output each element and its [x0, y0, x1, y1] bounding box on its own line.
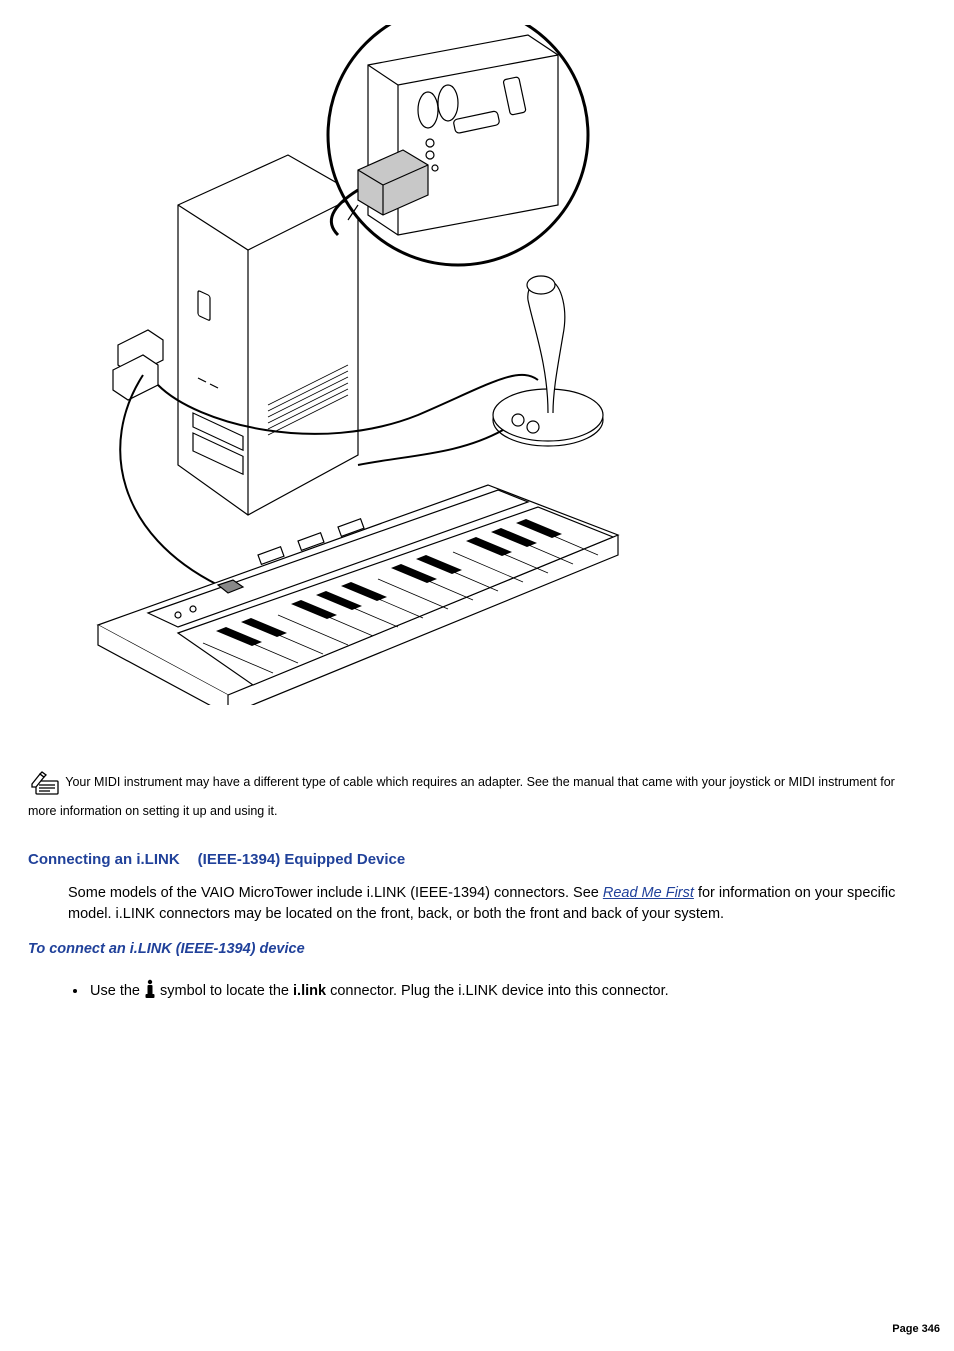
- bullet-mid2: connector. Plug the i.LINK device into t…: [326, 983, 669, 999]
- ilink-icon: [144, 979, 156, 1007]
- connection-diagram: [58, 25, 658, 705]
- section-body-prefix: Some models of the VAIO MicroTower inclu…: [68, 885, 603, 901]
- bullet-bold: i.link: [293, 983, 326, 999]
- bullet-prefix: Use the: [90, 983, 144, 999]
- subsection-heading: To connect an i.LINK (IEEE-1394) device: [28, 939, 926, 961]
- bullet-mid1: symbol to locate the: [156, 983, 293, 999]
- read-me-first-link[interactable]: Read Me First: [603, 885, 694, 901]
- note-text: Your MIDI instrument may have a differen…: [28, 775, 895, 818]
- section-heading-suffix: (IEEE-1394) Equipped Device: [198, 851, 406, 868]
- note-paragraph: Your MIDI instrument may have a differen…: [28, 770, 926, 821]
- diagram-figure: [28, 25, 926, 705]
- list-item: Use the symbol to locate the i.link conn…: [88, 979, 926, 1007]
- page-number: Page 346: [892, 1321, 940, 1338]
- section-heading: Connecting an i.LINK (IEEE-1394) Equipped…: [28, 849, 926, 872]
- note-icon: [28, 770, 62, 802]
- section-body: Some models of the VAIO MicroTower inclu…: [68, 883, 926, 925]
- section-heading-prefix: Connecting an i.LINK: [28, 851, 180, 868]
- instruction-list: Use the symbol to locate the i.link conn…: [88, 979, 926, 1007]
